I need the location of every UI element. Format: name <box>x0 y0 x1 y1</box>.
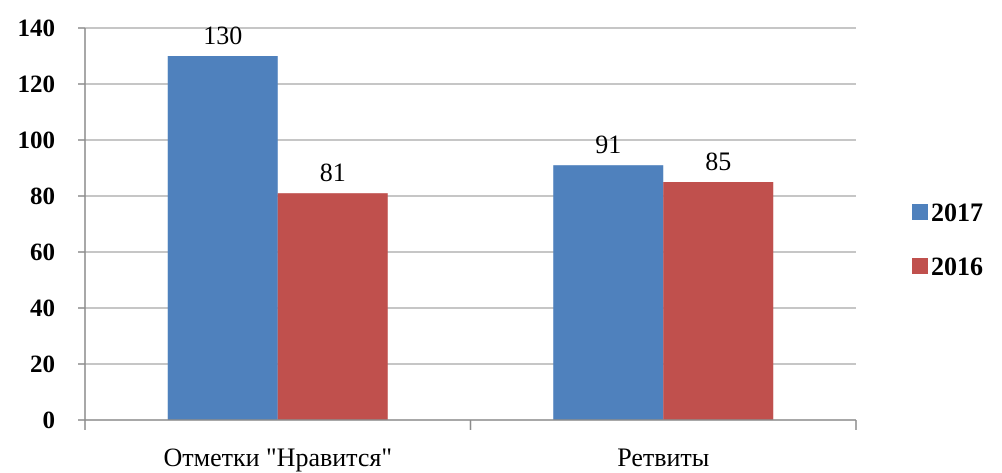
y-tick-label: 80 <box>30 183 55 210</box>
legend: 2017 2016 <box>912 198 983 281</box>
y-tick-label: 40 <box>30 295 55 322</box>
legend-label: 2017 <box>931 198 983 227</box>
bar-2017-1 <box>553 165 664 420</box>
data-label: 130 <box>203 21 242 50</box>
axes <box>84 28 857 430</box>
y-tick-label: 140 <box>18 15 56 42</box>
data-label: 91 <box>595 130 621 159</box>
data-label: 81 <box>320 158 346 187</box>
x-tick-label: Ретвиты <box>617 443 709 472</box>
y-tick-label: 120 <box>18 71 56 98</box>
y-tick-label: 100 <box>18 127 56 154</box>
y-axis-ticks: 0 20 40 60 80 100 120 140 <box>18 15 85 434</box>
data-labels: 130 81 91 85 <box>203 21 731 187</box>
data-label: 85 <box>705 147 731 176</box>
legend-swatch-2017 <box>912 204 928 220</box>
x-tick-label: Отметки "Нравится" <box>164 443 392 472</box>
y-tick-label: 60 <box>30 239 55 266</box>
bar-2017-0 <box>167 56 278 420</box>
bar-2016-0 <box>277 193 388 420</box>
y-tick-label: 0 <box>43 407 56 434</box>
legend-label: 2016 <box>931 252 983 281</box>
legend-swatch-2016 <box>912 258 928 274</box>
x-axis-labels: Отметки "Нравится" Ретвиты <box>164 443 710 472</box>
bar-2016-1 <box>663 182 774 420</box>
y-tick-label: 20 <box>30 351 55 378</box>
bars <box>167 56 774 420</box>
